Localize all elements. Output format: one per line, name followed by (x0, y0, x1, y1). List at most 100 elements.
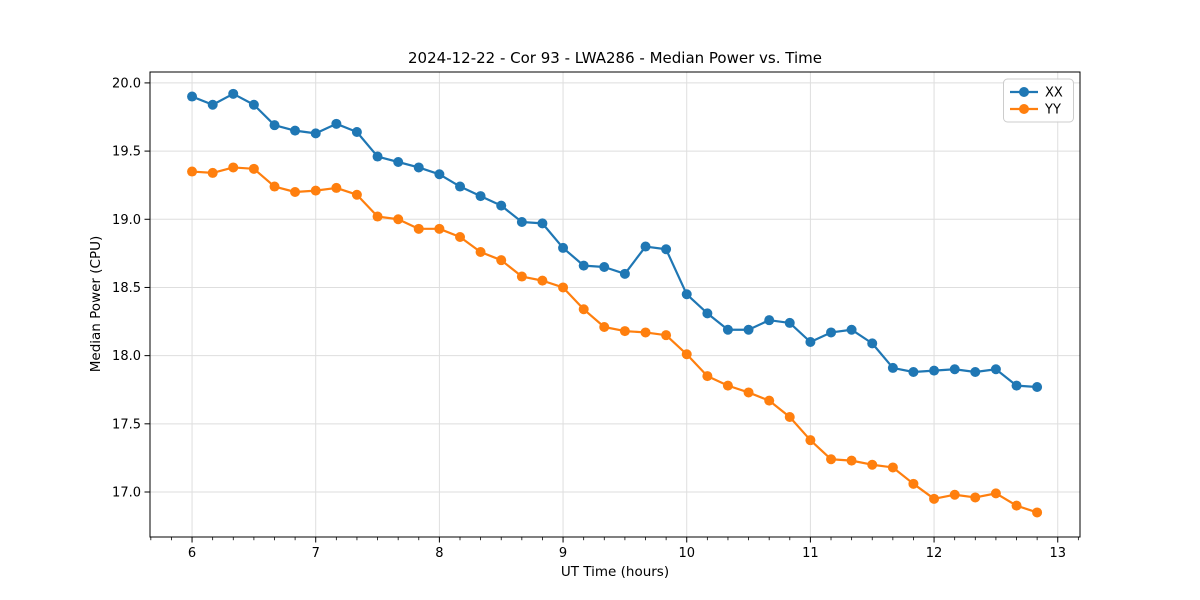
series-xx-marker (970, 367, 981, 377)
x-tick-label: 10 (678, 546, 695, 561)
series-yy-marker (207, 167, 218, 178)
y-axis-label: Median Power (CPU) (88, 236, 104, 372)
series-xx-marker (578, 260, 589, 271)
series-yy-marker (455, 232, 466, 242)
series-yy-marker (248, 163, 259, 174)
series-xx-marker (351, 127, 362, 137)
series-yy-marker (393, 214, 404, 225)
series-yy-marker (722, 380, 733, 391)
legend-label-xx: XX (1045, 86, 1063, 101)
series-xx-marker (290, 125, 301, 136)
series-yy-marker (1011, 500, 1022, 511)
grid-layer (150, 72, 1080, 537)
series-xx-marker (269, 120, 280, 131)
series-xx-marker (1032, 382, 1043, 392)
x-axis-label: UT Time (hours) (561, 564, 669, 580)
series-xx-marker (413, 162, 424, 173)
series-yy-marker (228, 162, 239, 173)
legend-label-yy: YY (1044, 103, 1061, 118)
series-xx-marker (537, 218, 548, 229)
series-yy-marker (990, 488, 1001, 499)
x-tick-label: 8 (435, 546, 443, 561)
legend: XX YY (1003, 78, 1074, 123)
x-tick-label: 9 (559, 546, 567, 561)
series-yy-marker (351, 189, 362, 200)
y-tick-label: 20.0 (112, 76, 141, 91)
series-yy-marker (475, 247, 486, 257)
y-tick-label: 17.0 (112, 486, 141, 501)
series-xx-marker (248, 99, 259, 110)
series-yy-marker (578, 304, 589, 315)
series-xx-marker (599, 262, 610, 272)
series-yy-marker (949, 489, 960, 500)
y-tick-label: 17.5 (112, 417, 141, 432)
series-xx-marker (805, 337, 816, 347)
series-yy-marker (867, 459, 878, 470)
series-xx-marker (455, 181, 466, 192)
series-xx-marker (908, 367, 919, 377)
series-yy-marker (372, 211, 383, 222)
series-yy-marker (290, 187, 301, 197)
series-yy-marker (970, 492, 981, 503)
series-xx-marker (619, 268, 630, 279)
series-xx-marker (516, 217, 527, 227)
legend-item-xx: XX (1010, 86, 1063, 101)
y-tick-label: 18.5 (112, 281, 141, 296)
series-yy-marker (887, 462, 898, 473)
series-yy-marker (805, 435, 816, 446)
series-yy-marker (743, 387, 754, 398)
series-yy-marker (929, 493, 940, 504)
series-xx-marker (764, 315, 775, 326)
series-xx-marker (949, 364, 960, 375)
series-xx-marker (640, 241, 651, 252)
x-tick-label: 6 (188, 546, 196, 561)
series-xx-marker (681, 289, 692, 300)
series-yy-marker (496, 255, 507, 266)
series-yy-marker (661, 330, 672, 341)
series-yy-marker (826, 454, 837, 465)
series-xx-line (191, 92, 1038, 389)
legend-swatch-marker-xx (1019, 87, 1029, 97)
series-xx-marker (372, 151, 383, 162)
plot-border (149, 71, 1081, 538)
x-tick-label: 7 (312, 546, 320, 561)
series-xx-marker (207, 99, 218, 110)
series-yy-marker (764, 395, 775, 406)
series-yy-marker (434, 223, 445, 234)
legend-item-yy: YY (1010, 103, 1061, 118)
series-yy-marker (1032, 507, 1043, 518)
series-yy-marker (702, 371, 713, 382)
series-xx-marker (228, 88, 239, 99)
series-xx-marker (187, 91, 198, 102)
series-xx-marker (784, 317, 795, 328)
series-xx-marker (929, 365, 940, 376)
series-xx-marker (722, 324, 733, 335)
series-yy-marker (187, 166, 198, 177)
series-xx-marker (434, 169, 445, 180)
y-tick-label: 18.0 (112, 349, 141, 364)
series-xx-marker (702, 308, 713, 319)
series-yy-marker (413, 223, 424, 234)
series-xx-marker (887, 362, 898, 373)
series-yy-marker (537, 275, 548, 286)
legend-frame (1003, 78, 1074, 123)
series-yy-marker (784, 412, 795, 422)
series-yy-marker (846, 455, 857, 466)
series-xx-marker (393, 157, 404, 167)
series-layer (187, 88, 1043, 518)
y-tick-label: 19.0 (112, 213, 141, 228)
series-yy-marker (310, 185, 321, 196)
series-yy-marker (331, 182, 342, 193)
axis-layer: 6 7 8 9 10 11 12 13 17.0 17.5 18.0 18.5 19.0 19.5 20.0 (112, 76, 1079, 561)
series-xx-marker (990, 364, 1001, 375)
series-xx-marker (496, 200, 507, 211)
series-xx-marker (846, 324, 857, 335)
series-yy-marker (681, 349, 692, 360)
series-yy-marker (558, 282, 569, 293)
x-tick-label: 13 (1049, 546, 1066, 561)
series-xx-marker (558, 242, 569, 253)
x-tick-label: 11 (802, 546, 819, 561)
series-xx-marker (1011, 380, 1022, 391)
